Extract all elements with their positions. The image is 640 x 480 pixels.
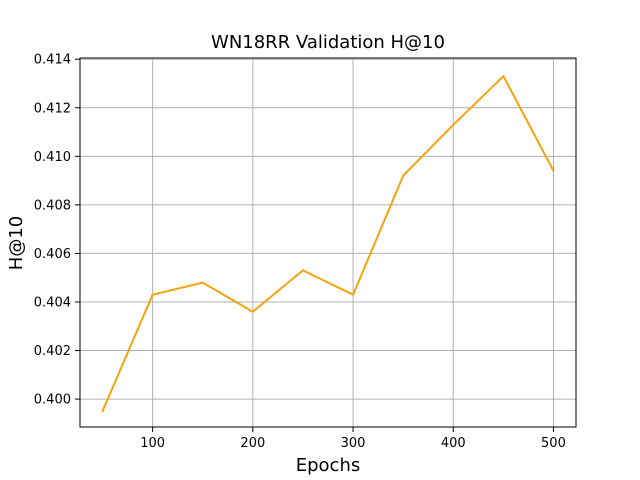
data-point <box>452 123 455 126</box>
x-tick-label: 300 <box>341 436 366 451</box>
data-point <box>301 269 304 272</box>
x-tick-label: 200 <box>240 436 265 451</box>
x-axis-ticks: 100 200 300 400 500 <box>140 427 566 451</box>
data-point <box>151 293 154 296</box>
data-point <box>552 169 555 172</box>
data-point <box>201 281 204 284</box>
series-layer <box>101 75 555 413</box>
y-tick-label: 0.408 <box>34 198 71 213</box>
data-point <box>101 410 104 413</box>
data-point <box>402 174 405 177</box>
grid-lines <box>80 58 576 427</box>
x-tick-label: 400 <box>441 436 466 451</box>
y-tick-label: 0.412 <box>34 101 71 116</box>
x-axis-label: Epochs <box>296 455 361 476</box>
y-tick-label: 0.400 <box>34 393 71 408</box>
y-axis-ticks: 0.400 0.402 0.404 0.406 0.408 0.410 0.412 0.414 <box>34 53 80 408</box>
y-tick-label: 0.414 <box>34 53 71 68</box>
data-point <box>352 293 355 296</box>
chart-title: WN18RR Validation H@10 <box>211 32 445 53</box>
x-tick-label: 100 <box>140 436 165 451</box>
x-tick-label: 500 <box>541 436 566 451</box>
plot-frame <box>79 57 577 428</box>
y-axis-label: H@10 <box>6 216 27 270</box>
series-line <box>101 75 555 412</box>
y-tick-label: 0.406 <box>34 247 71 262</box>
data-point <box>502 75 505 78</box>
y-tick-label: 0.402 <box>34 344 71 359</box>
data-point <box>251 310 254 313</box>
y-tick-label: 0.404 <box>34 295 71 310</box>
y-tick-label: 0.410 <box>34 150 71 165</box>
